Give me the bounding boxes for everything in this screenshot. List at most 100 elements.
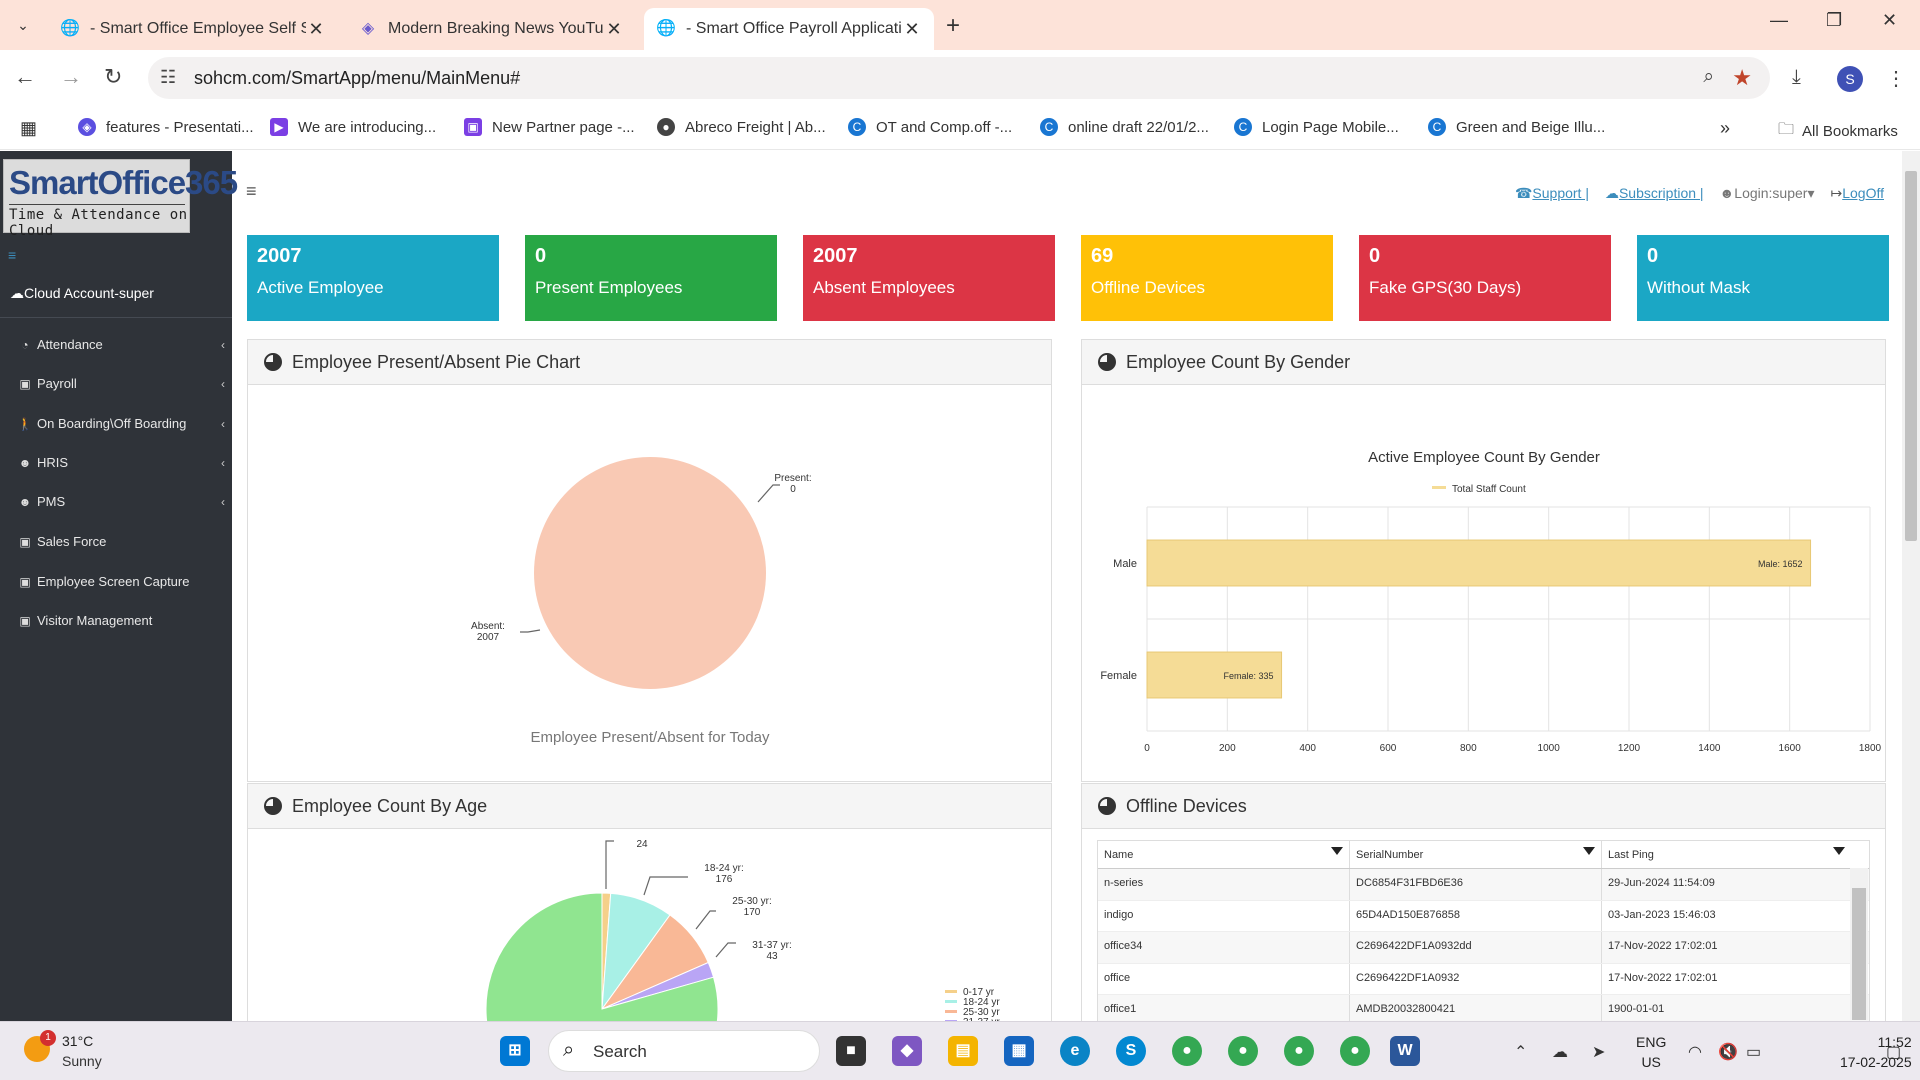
bookmark-item[interactable]: ◈ features - Presentati... [78,118,254,136]
column-header-serial[interactable]: SerialNumber [1350,841,1602,868]
sidebar-item-onboarding[interactable]: 🚶 On Boarding\Off Boarding ‹ [17,416,225,431]
more-menu-icon[interactable]: ⋮ [1886,68,1906,90]
bookmark-item[interactable]: C Login Page Mobile... [1234,118,1399,136]
store-icon[interactable]: ▦ [1004,1036,1034,1066]
site-info-icon[interactable]: ☷ [160,67,177,87]
table-row[interactable]: office34 C2696422DF1A0932dd 17-Nov-2022 17… [1098,932,1869,964]
support-link[interactable]: ☎Support | [1514,185,1589,201]
mute-icon[interactable]: 🔇 [1718,1044,1738,1061]
more-bookmarks-icon[interactable]: » [1720,118,1731,138]
browser-tab-1[interactable]: 🌐 - Smart Office Employee Self Se ✕ [48,8,338,50]
card-without-mask[interactable]: 0 Without Mask [1637,235,1889,321]
legend-swatch [945,1010,957,1013]
browser-tab-2[interactable]: ◈ Modern Breaking News YouTub ✕ [346,8,636,50]
bookmark-item[interactable]: C OT and Comp.off -... [848,118,1012,136]
table-cell: office [1098,963,1350,994]
filter-icon[interactable] [1833,847,1845,855]
chrome-icon[interactable]: ● [1340,1036,1370,1066]
card-offline-devices[interactable]: 69 Offline Devices [1081,235,1333,321]
reload-icon[interactable]: ↻ [104,64,123,89]
offline-devices-table: Name SerialNumber Last Ping n-series DC68… [1097,840,1870,1028]
bookmark-item[interactable]: ▶ We are introducing... [270,118,436,136]
new-tab-button[interactable]: + [946,12,961,39]
location-icon[interactable]: ➤ [1592,1044,1606,1061]
minimize-icon[interactable]: — [1770,10,1788,30]
card-value: 2007 [257,245,302,267]
legend-label: 18-24 yr [963,997,1000,1008]
table-scrollbar[interactable] [1850,868,1868,1020]
app-logo[interactable]: SmartOffice365 Time & Attendance on Clou… [3,159,238,239]
zoom-icon[interactable]: ⌕ [1703,66,1714,87]
bookmark-item[interactable]: ▣ New Partner page -... [464,118,635,136]
chrome-icon[interactable]: ● [1172,1036,1202,1066]
close-tab-icon[interactable]: ✕ [904,18,920,39]
bookmark-star-icon[interactable]: ★ [1732,65,1752,90]
sidebar-toggle-icon[interactable]: ≡ [8,247,17,263]
notification-icon[interactable]: ▢ [1886,1044,1902,1061]
logoff-link[interactable]: ↦LogOff [1830,185,1884,201]
word-icon[interactable]: W [1390,1036,1420,1066]
sidebar-item-payroll[interactable]: ▣ Payroll ‹ [17,376,225,391]
onedrive-icon[interactable]: ☁ [1552,1044,1568,1061]
card-absent-employees[interactable]: 2007 Absent Employees [803,235,1055,321]
close-tab-icon[interactable]: ✕ [606,18,622,39]
sidebar-item-hris[interactable]: ☻ HRIS ‹ [18,455,225,470]
chrome-icon[interactable]: ● [1284,1036,1314,1066]
bookmark-item[interactable]: C Green and Beige Illu... [1428,118,1605,136]
copilot-icon[interactable]: ◆ [892,1036,922,1066]
menu-toggle-icon[interactable]: ≡ [246,181,257,201]
language-indicator[interactable]: ENG US [1636,1034,1667,1070]
card-present-employees[interactable]: 0 Present Employees [525,235,777,321]
omnibox[interactable]: ☷ sohcm.com/SmartApp/menu/MainMenu# ⌕ ★ [148,57,1770,99]
sidebar-item-sales-force[interactable]: ▣ Sales Force [17,534,225,549]
wifi-icon[interactable]: ◠ [1688,1044,1702,1061]
c-logo-icon: C [1428,118,1446,136]
panel-header: Employee Count By Gender [1082,340,1885,385]
battery-icon[interactable]: ▭ [1746,1044,1762,1061]
scrollbar-thumb[interactable] [1905,171,1917,541]
download-icon[interactable]: ⤓ [1792,66,1801,88]
sidebar-item-visitor-management[interactable]: ▣ Visitor Management [17,613,225,628]
forward-icon[interactable]: → [60,64,82,89]
subscription-link[interactable]: ☁Subscription | [1604,185,1704,201]
column-header-last-ping[interactable]: Last Ping [1602,841,1851,868]
table-row[interactable]: indigo 65D4AD150E876858 03-Jan-2023 15:46:… [1098,900,1869,932]
cloud-account[interactable]: ☁Cloud Account-super [10,285,154,301]
sidebar-item-attendance[interactable]: ◔ Attendance ‹ [17,337,225,352]
taskbar-search[interactable]: ⌕ Search [548,1030,820,1072]
back-icon[interactable]: ← [14,64,36,89]
filter-icon[interactable] [1331,847,1343,855]
chevron-up-icon[interactable]: ⌃ [1514,1044,1528,1061]
task-view-icon[interactable]: ■ [836,1036,866,1066]
bookmark-item[interactable]: ● Abreco Freight | Ab... [657,118,826,136]
column-header-name[interactable]: Name [1098,841,1350,868]
card-fake-gps[interactable]: 0 Fake GPS(30 Days) [1359,235,1611,321]
chrome-icon[interactable]: ● [1228,1036,1258,1066]
edge-icon[interactable]: e [1060,1036,1090,1066]
x-tick-label: 800 [1460,743,1477,754]
sidebar-item-screen-capture[interactable]: ▣ Employee Screen Capture [17,574,225,589]
apps-grid-icon[interactable]: ▦ [20,118,38,138]
profile-avatar[interactable]: S [1837,66,1863,92]
login-dropdown[interactable]: ☻Login:super▾ [1719,185,1815,201]
gender-bar-chart: Active Employee Count By Gender Total Sta… [1100,449,1881,754]
table-row[interactable]: office C2696422DF1A0932 17-Nov-2022 17:02:… [1098,963,1869,995]
all-bookmarks[interactable]: 🗀 All Bookmarks [1778,118,1898,145]
file-explorer-icon[interactable]: ▤ [948,1036,978,1066]
close-tab-icon[interactable]: ✕ [308,18,324,39]
scrollbar-thumb[interactable] [1852,888,1866,1020]
filter-icon[interactable] [1583,847,1595,855]
card-active-employee[interactable]: 2007 Active Employee [247,235,499,321]
windows-start-icon[interactable]: ⊞ [500,1036,530,1066]
tab-search-button[interactable]: ⌄ [17,17,29,33]
clock[interactable]: 11:52 17-02-2025 [1840,1034,1912,1070]
browser-tab-3[interactable]: 🌐 - Smart Office Payroll Applicatio ✕ [644,8,934,50]
restore-icon[interactable]: ❐ [1826,10,1843,30]
url-text[interactable]: sohcm.com/SmartApp/menu/MainMenu# [194,68,521,88]
table-row[interactable]: n-series DC6854F31FBD6E36 29-Jun-2024 11:5… [1098,869,1869,901]
close-window-icon[interactable]: ✕ [1882,10,1898,30]
page-scrollbar[interactable] [1902,151,1920,1021]
sidebar-item-pms[interactable]: ☻ PMS ‹ [18,494,225,509]
skype-icon[interactable]: S [1116,1036,1146,1066]
